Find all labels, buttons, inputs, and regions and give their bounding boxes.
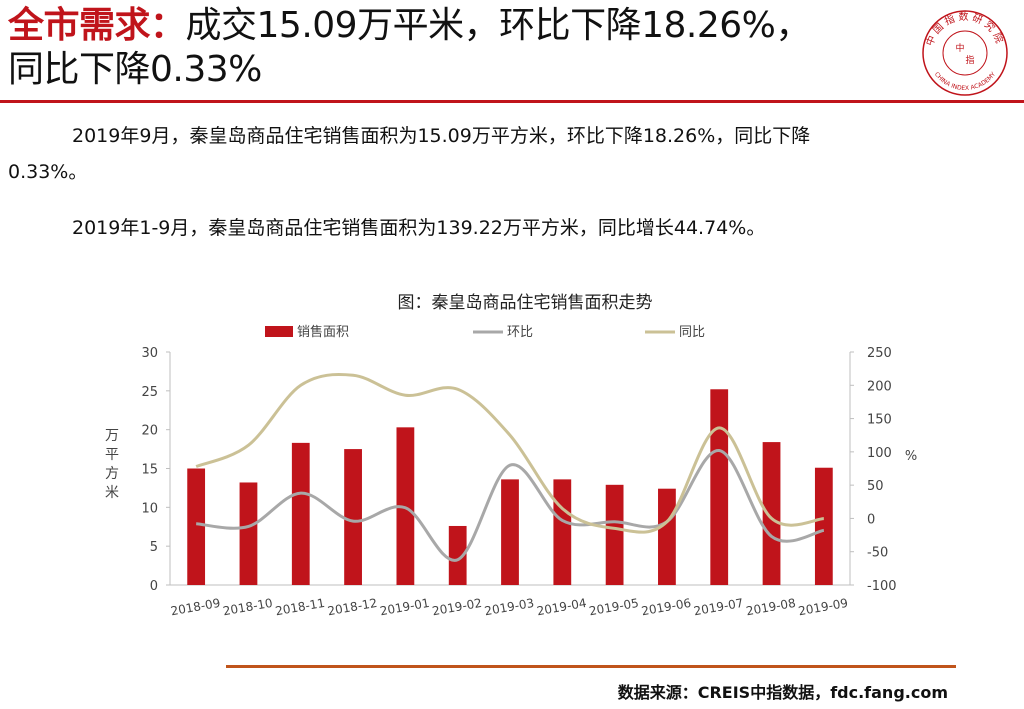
- x-tick-label: 2019-08: [745, 596, 797, 618]
- paragraph-1-line-1: 2019年9月，秦皇岛商品住宅销售面积为15.09万平方米，环比下降18.26%…: [72, 125, 811, 147]
- x-tick-label: 2019-03: [483, 596, 535, 618]
- right-tick-label: 150: [867, 413, 892, 428]
- x-tick-label: 2018-11: [274, 596, 326, 618]
- left-tick-label: 0: [150, 579, 158, 594]
- bar: [239, 482, 258, 585]
- title-key: 全市需求：: [8, 5, 186, 46]
- left-axis: 0 5 10 15 20 25 30 万平方米: [105, 346, 850, 594]
- sales-area-chart: 图：秦皇岛商品住宅销售面积走势 销售面积 环比 同比 0 5 10 15 20 25 30 万平方…: [105, 293, 917, 618]
- x-tick-label: 2019-04: [536, 596, 588, 618]
- right-axis-label: %: [905, 449, 917, 464]
- bar: [187, 468, 206, 585]
- logo-ring-icon: [922, 10, 1008, 96]
- title-divider: [0, 100, 1024, 103]
- logo-text-top: 中国指数研究院: [923, 10, 1008, 48]
- left-axis-label-char: 万: [105, 428, 119, 444]
- x-axis-labels: 2018-09 2018-10 2018-11 2018-12 2019-01 2019-…: [170, 596, 850, 618]
- chart-legend: 销售面积 环比 同比: [265, 324, 705, 340]
- bar: [710, 389, 729, 585]
- x-tick-label: 2019-01: [379, 596, 431, 618]
- line-series: [195, 373, 825, 562]
- header: 全市需求：成交15.09万平米，环比下降18.26%， 同比下降0.33%: [8, 4, 908, 92]
- bar: [814, 467, 833, 585]
- right-axis: -100 -50 0 50 100 150 200 250%: [849, 346, 917, 594]
- left-tick-label: 25: [141, 385, 158, 400]
- left-tick-label: 30: [141, 346, 158, 361]
- bar: [344, 449, 362, 585]
- bar: [291, 442, 310, 585]
- bar: [658, 488, 676, 585]
- page-title-line-1: 全市需求：成交15.09万平米，环比下降18.26%，: [8, 4, 908, 48]
- logo-inner-ring-icon: [942, 30, 988, 76]
- footer-divider: [226, 665, 956, 668]
- bar-series: [187, 389, 833, 585]
- chart-title: 图：秦皇岛商品住宅销售面积走势: [398, 293, 653, 313]
- bar: [448, 525, 467, 585]
- logo-center-2: 指: [965, 54, 974, 66]
- bar: [762, 442, 781, 585]
- x-tick-label: 2018-12: [326, 596, 378, 618]
- paragraph-1-line-2: 0.33%。: [8, 161, 88, 183]
- x-tick-label: 2019-06: [640, 596, 692, 618]
- right-tick-label: -50: [867, 546, 888, 561]
- legend-label: 环比: [507, 325, 533, 340]
- bar: [396, 427, 415, 585]
- series-line-yoy: [195, 373, 825, 534]
- bar: [501, 479, 519, 585]
- left-tick-label: 10: [141, 501, 158, 516]
- page-title-line-2: 同比下降0.33%: [8, 49, 262, 90]
- left-axis-label-char: 方: [105, 466, 119, 482]
- x-tick-label: 2019-02: [431, 596, 483, 618]
- paragraph-2: 2019年1-9月，秦皇岛商品住宅销售面积为139.22万平方米，同比增长44.…: [72, 217, 766, 239]
- left-tick-label: 5: [150, 540, 158, 555]
- right-tick-label: 50: [867, 479, 884, 494]
- title-rest-1: 成交15.09万平米，环比下降18.26%，: [185, 5, 812, 46]
- x-tick-label: 2019-07: [693, 596, 745, 618]
- x-tick-label: 2019-09: [797, 596, 849, 618]
- legend-label: 销售面积: [297, 324, 349, 340]
- bar: [553, 479, 572, 585]
- academy-logo: 中国指数研究院 CHINA INDEX ACADEMY 中 指: [922, 10, 1008, 96]
- right-tick-label: 100: [867, 446, 892, 461]
- paragraph-1: 2019年9月，秦皇岛商品住宅销售面积为15.09万平方米，环比下降18.26%…: [8, 118, 1008, 190]
- legend-swatch: [265, 326, 293, 337]
- right-tick-label: 0: [867, 512, 875, 527]
- left-tick-label: 15: [141, 463, 158, 478]
- legend-label: 同比: [679, 325, 705, 340]
- bar: [605, 484, 624, 585]
- logo-center-1: 中: [955, 42, 964, 54]
- left-tick-label: 20: [141, 424, 158, 439]
- x-tick-label: 2018-10: [222, 596, 274, 618]
- x-tick-label: 2018-09: [170, 596, 222, 618]
- data-source: 数据来源：CREIS中指数据，fdc.fang.com: [617, 683, 948, 702]
- right-tick-label: -100: [867, 579, 897, 594]
- right-tick-label: 200: [867, 379, 892, 394]
- left-axis-label-char: 米: [105, 485, 119, 501]
- right-tick-label: 250: [867, 346, 892, 361]
- series-line-mom: [196, 449, 825, 562]
- x-tick-label: 2019-05: [588, 596, 640, 618]
- left-axis-label-char: 平: [105, 447, 119, 463]
